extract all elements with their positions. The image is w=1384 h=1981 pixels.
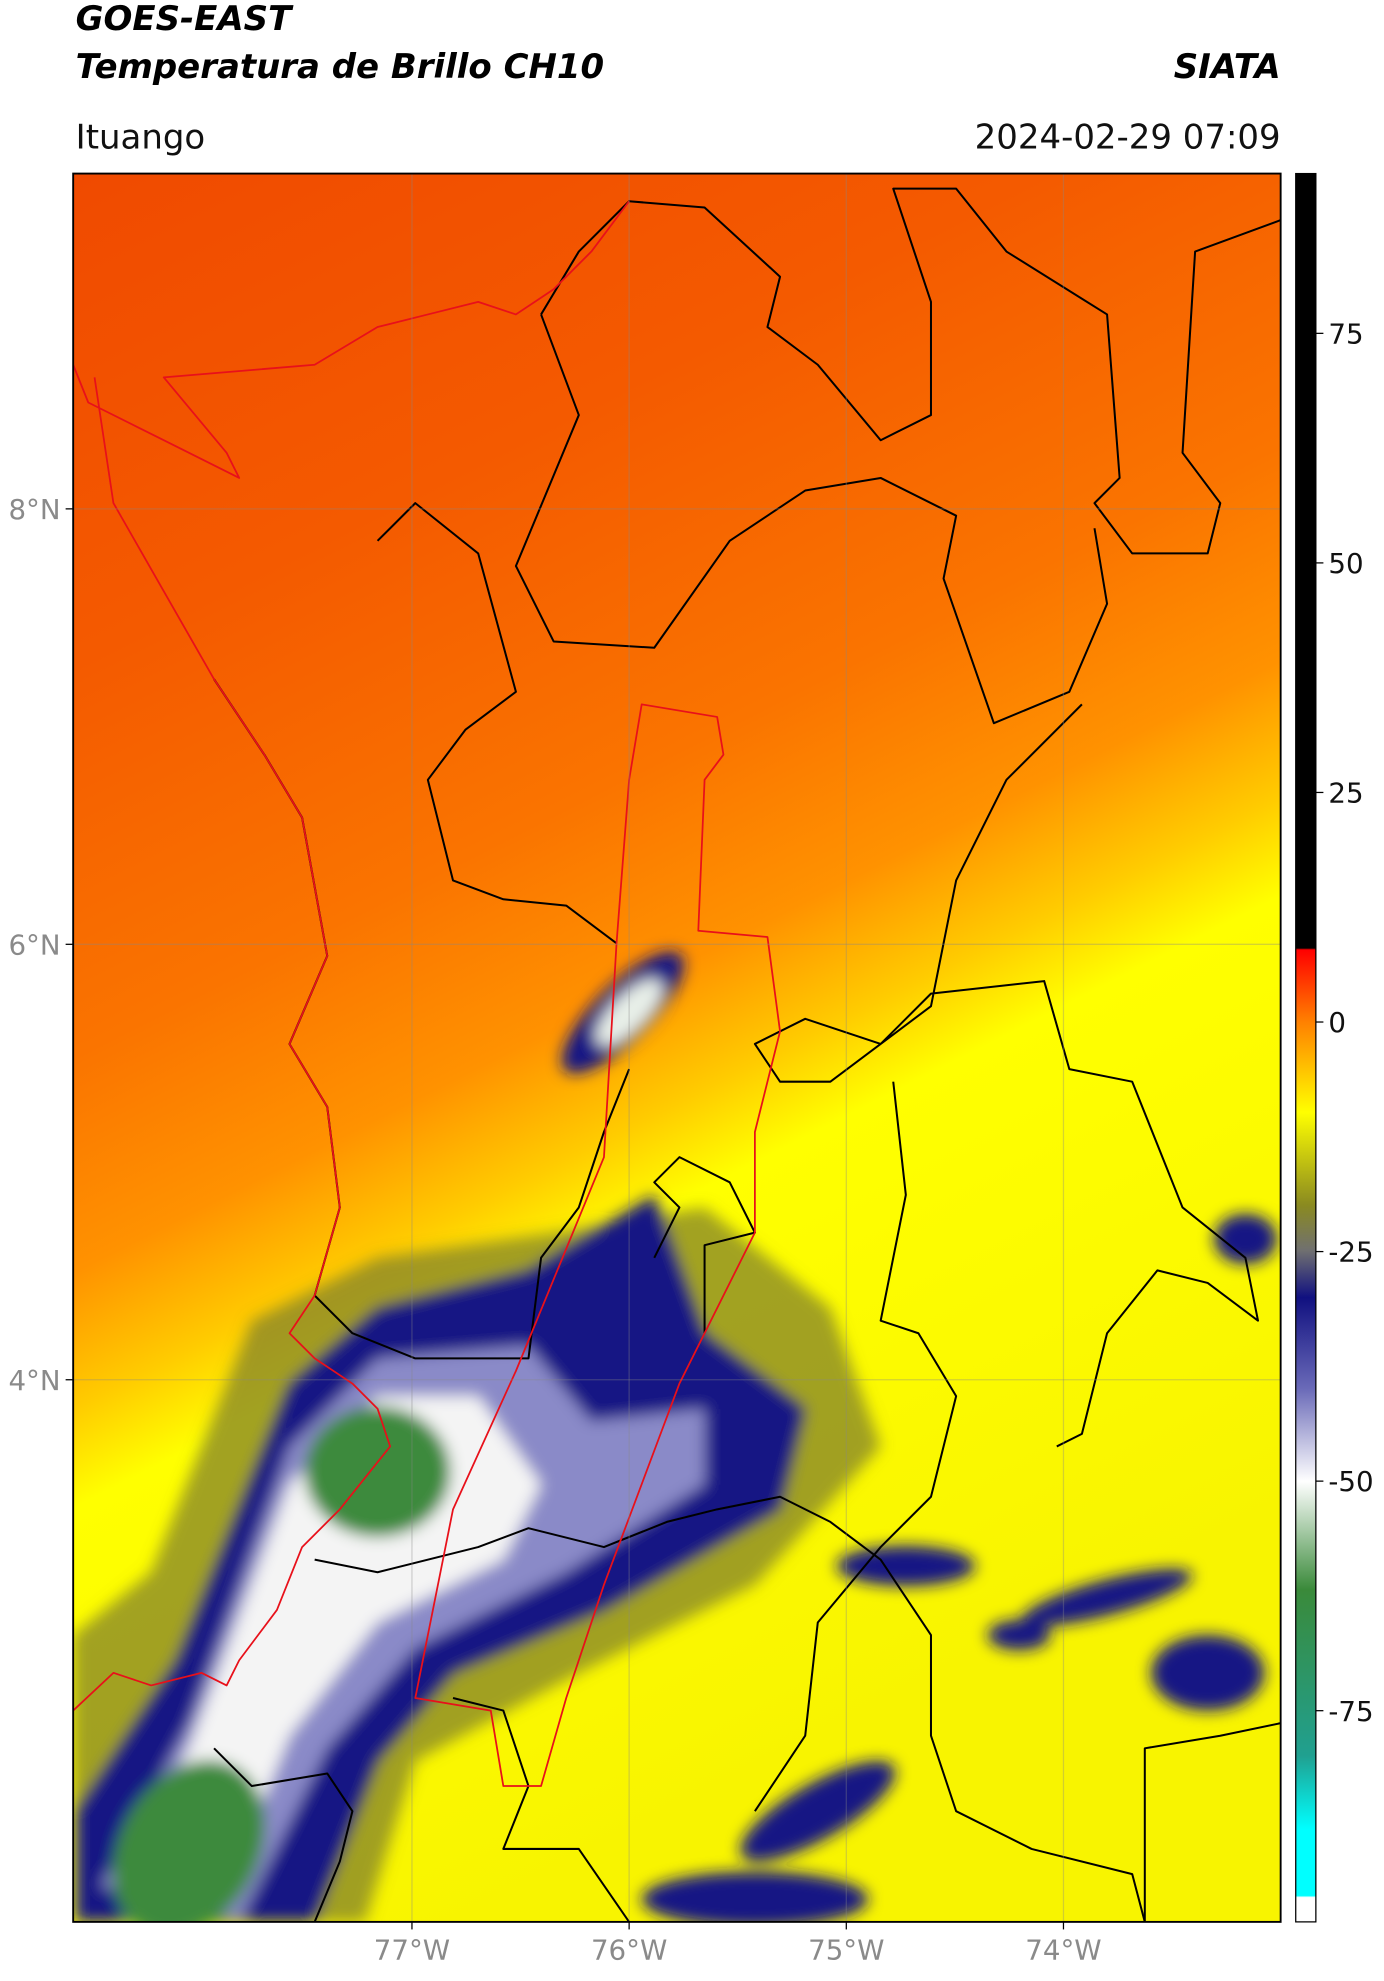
border [514, 314, 1109, 725]
cloud-cold [740, 1761, 896, 1862]
border [754, 1081, 958, 1812]
x-tick-label: 74°W [1025, 1934, 1101, 1967]
cloud-core [304, 1406, 451, 1538]
border [753, 703, 1260, 1448]
cloud-core [112, 1760, 266, 1922]
basin-outline [414, 703, 781, 1787]
border [1143, 1722, 1281, 1922]
cloud-cold [1021, 1568, 1193, 1626]
y-tick-label: 8°N [8, 493, 60, 526]
colorbar-tick-label: 50 [1328, 547, 1363, 580]
colorbar-tick-label: -50 [1328, 1465, 1373, 1498]
coastline [73, 377, 392, 1712]
cloud-cold [1151, 1635, 1265, 1711]
colorbar-tick-label: 75 [1328, 317, 1363, 350]
colorbar [1295, 172, 1317, 1923]
cloud-cold [641, 1871, 869, 1922]
red-outlines [73, 200, 781, 1787]
location: Ituango [76, 117, 206, 157]
map-frame [72, 172, 1282, 1923]
cloud-cold [1213, 1213, 1277, 1265]
x-tick-label: 75°W [808, 1934, 884, 1967]
cloud-cold [836, 1545, 975, 1587]
colorbar-tick-label: -25 [1328, 1236, 1373, 1269]
border [452, 1697, 630, 1922]
border [314, 1495, 1146, 1922]
colorbar-tick-label: 0 [1328, 1006, 1346, 1039]
datetime: 2024-02-29 07:09 [975, 117, 1281, 157]
x-tick-label: 77°W [374, 1934, 450, 1967]
colorbar-tick-label: -75 [1328, 1695, 1373, 1728]
graticule [73, 173, 1281, 1922]
border [213, 1747, 354, 1922]
colorbar-tick-label: 25 [1328, 777, 1363, 810]
title-line-2: Temperatura de Brillo CH10 [76, 47, 604, 87]
border [653, 1156, 756, 1334]
borders [213, 187, 1281, 1922]
map-layer [73, 173, 1281, 1922]
coastline [73, 200, 630, 479]
cloud-cold [987, 1620, 1051, 1651]
y-tick-label: 6°N [8, 928, 60, 961]
source: SIATA [1174, 47, 1281, 87]
x-tick-label: 76°W [591, 1934, 667, 1967]
border [540, 187, 1281, 555]
border [376, 502, 618, 945]
y-tick-label: 4°N [8, 1364, 60, 1397]
title-line-1: GOES-EAST [76, 0, 294, 39]
